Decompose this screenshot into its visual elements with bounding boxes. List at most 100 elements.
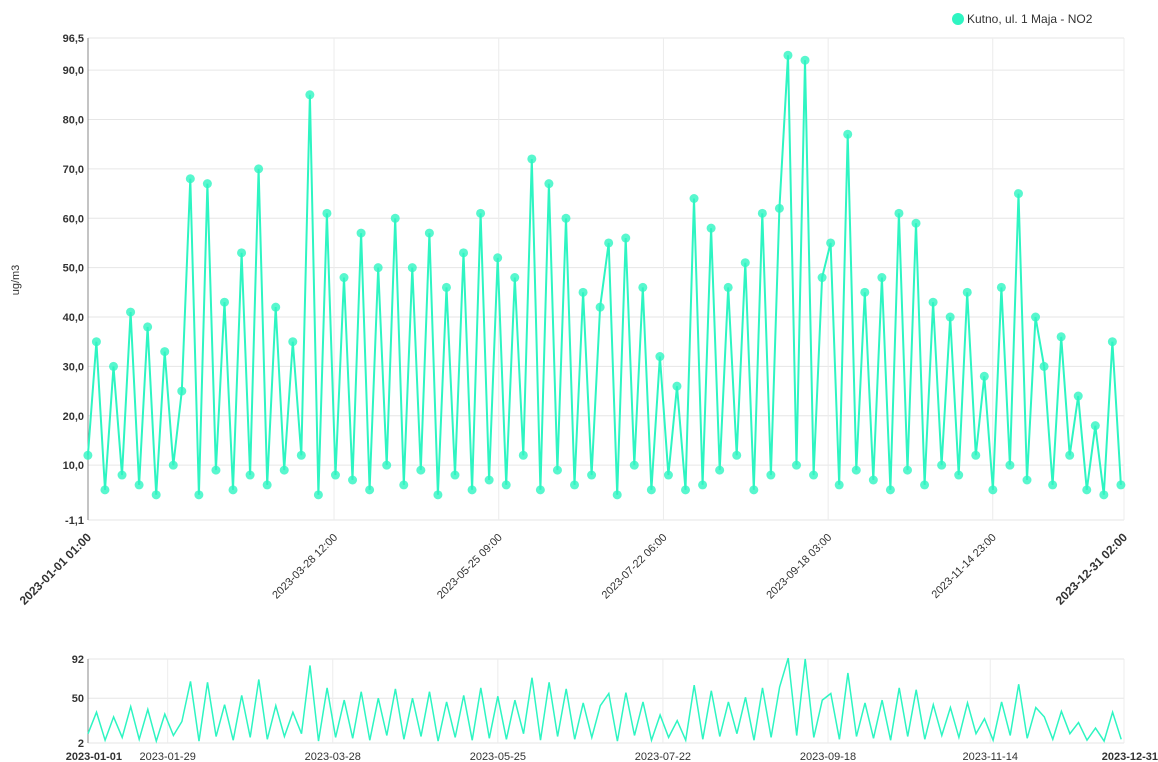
data-point <box>91 337 101 347</box>
y-tick-label: 92 <box>72 654 84 666</box>
data-point <box>885 485 895 495</box>
y-tick-label: 30,0 <box>63 361 84 373</box>
x-tick-label: 2023-01-29 <box>140 751 196 762</box>
data-point <box>1022 475 1032 485</box>
x-tick-label: 2023-03-28 <box>305 751 361 762</box>
x-tick-label: 2023-09-18 03:00 <box>764 532 834 602</box>
data-point <box>945 312 955 322</box>
x-tick-label: 2023-09-18 <box>800 751 856 762</box>
data-point <box>979 371 989 381</box>
data-point <box>851 465 861 475</box>
data-point <box>715 465 725 475</box>
data-point <box>1031 312 1041 322</box>
data-point <box>834 480 844 490</box>
data-point <box>689 194 699 204</box>
data-point <box>330 470 340 480</box>
data-point <box>356 228 366 238</box>
data-point <box>202 179 212 189</box>
series-line <box>86 55 1122 495</box>
data-point <box>416 465 426 475</box>
data-point <box>638 282 648 292</box>
data-point <box>587 470 597 480</box>
data-point <box>262 480 272 490</box>
data-point <box>219 297 229 307</box>
data-point <box>570 480 580 490</box>
data-point <box>484 475 494 485</box>
data-point <box>996 282 1006 292</box>
data-point <box>322 208 332 218</box>
data-point <box>399 480 409 490</box>
x-tick-label: 2023-12-31 <box>1102 751 1158 762</box>
data-point <box>535 485 545 495</box>
data-point <box>518 450 528 460</box>
data-point <box>749 485 759 495</box>
data-point <box>740 258 750 268</box>
data-point <box>177 386 187 396</box>
data-point <box>988 485 998 495</box>
data-point <box>681 485 691 495</box>
data-point <box>774 203 784 213</box>
legend-marker[interactable] <box>952 13 964 25</box>
data-point <box>117 470 127 480</box>
y-tick-label: 60,0 <box>63 213 84 225</box>
data-point <box>612 490 622 500</box>
data-point <box>723 282 733 292</box>
data-point <box>254 164 264 174</box>
data-point <box>757 208 767 218</box>
data-point <box>194 490 204 500</box>
data-point <box>1090 421 1100 431</box>
data-point <box>1013 189 1023 199</box>
data-point <box>954 470 964 480</box>
data-point <box>108 361 118 371</box>
data-point <box>237 248 247 258</box>
data-point <box>809 470 819 480</box>
data-point <box>843 129 853 139</box>
data-point <box>441 282 451 292</box>
data-point <box>1039 361 1049 371</box>
data-point <box>868 475 878 485</box>
data-point <box>1056 332 1066 342</box>
x-tick-label: 2023-01-01 <box>66 751 122 762</box>
data-point <box>279 465 289 475</box>
data-point <box>860 287 870 297</box>
data-point <box>83 450 93 460</box>
data-point <box>706 223 716 233</box>
data-point <box>663 470 673 480</box>
x-tick-label: 2023-12-31 02:00 <box>1053 530 1131 608</box>
x-tick-label: 2023-03-28 12:00 <box>270 532 340 602</box>
y-axis-label: ug/m3 <box>10 265 22 296</box>
data-point <box>134 480 144 490</box>
data-point <box>1005 460 1015 470</box>
data-point <box>877 273 887 283</box>
data-point <box>305 90 315 100</box>
x-tick-label: 2023-11-14 23:00 <box>930 532 999 601</box>
y-tick-label: 40,0 <box>63 312 84 324</box>
y-tick-label: 20,0 <box>63 411 84 423</box>
data-point <box>228 485 238 495</box>
x-tick-label: 2023-01-01 01:00 <box>17 530 95 608</box>
data-point <box>629 460 639 470</box>
legend-label[interactable]: Kutno, ul. 1 Maja - NO2 <box>967 12 1093 26</box>
data-point <box>433 490 443 500</box>
x-tick-label: 2023-05-25 <box>470 751 526 762</box>
data-point <box>510 273 520 283</box>
data-point <box>646 485 656 495</box>
data-point <box>698 480 708 490</box>
data-point <box>902 465 912 475</box>
navigator-line <box>87 657 1122 744</box>
data-point <box>1116 480 1126 490</box>
data-point <box>791 460 801 470</box>
data-point <box>911 218 921 228</box>
y-tick-label: -1,1 <box>65 515 84 527</box>
data-point <box>595 302 605 312</box>
data-point <box>245 470 255 480</box>
data-point <box>1073 391 1083 401</box>
data-point <box>578 287 588 297</box>
data-point <box>928 297 938 307</box>
data-point <box>894 208 904 218</box>
data-point <box>211 465 221 475</box>
data-point <box>100 485 110 495</box>
data-point <box>348 475 358 485</box>
y-tick-label: 70,0 <box>63 164 84 176</box>
data-point <box>424 228 434 238</box>
